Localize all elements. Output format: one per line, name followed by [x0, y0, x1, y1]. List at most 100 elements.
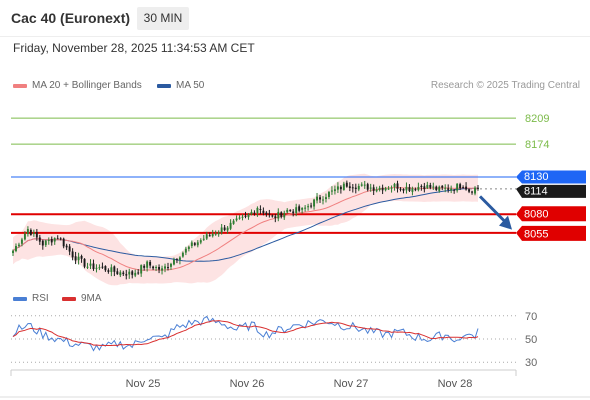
candle-body: [453, 189, 456, 191]
candle-body: [235, 218, 238, 221]
candle-body: [265, 212, 268, 215]
candle-body: [134, 272, 137, 276]
candle-body: [414, 189, 417, 191]
candle-body: [77, 256, 80, 261]
candle-body: [247, 214, 250, 218]
candle-body: [80, 255, 83, 259]
candle-body: [158, 266, 161, 270]
candle-body: [122, 272, 125, 275]
projection-arrow-shaft: [478, 195, 508, 224]
legend-ma50: MA 50: [157, 80, 204, 91]
price-level-label-8055: 8055: [524, 228, 548, 240]
instrument-title: Cac 40 (Euronext): [11, 10, 131, 26]
candle-body: [152, 266, 155, 269]
candle-body: [59, 238, 62, 240]
candle-body: [202, 238, 205, 240]
credit-text: Research © 2025 Trading Central: [430, 80, 580, 91]
candle-body: [366, 184, 369, 190]
candle-body: [262, 210, 265, 214]
candle-body: [310, 205, 313, 207]
candle-body: [140, 265, 143, 274]
candle-body: [250, 211, 253, 215]
candle-body: [325, 197, 327, 200]
timeframe-badge[interactable]: 30 MIN: [137, 7, 189, 30]
candle-body: [196, 242, 199, 246]
candle-body: [426, 184, 429, 189]
x-tick-label: Nov 27: [334, 378, 369, 390]
candle-body: [307, 206, 310, 208]
candle-body: [348, 186, 351, 188]
candle-body: [113, 266, 116, 272]
candle-body: [125, 274, 128, 276]
candle-body: [44, 240, 47, 246]
candle-body: [101, 266, 104, 268]
candle-body: [131, 271, 134, 275]
candle-body: [238, 217, 241, 219]
candle-body: [214, 233, 217, 235]
candle-body: [304, 207, 307, 209]
candle-body: [95, 267, 98, 269]
candle-body: [351, 187, 354, 189]
candle-body: [181, 252, 184, 257]
candle-body: [286, 209, 289, 213]
candle-body: [316, 196, 319, 201]
candle-body: [330, 190, 333, 192]
candle-body: [119, 272, 122, 276]
legend-ma20-label: MA 20 + Bollinger Bands: [32, 80, 142, 91]
candle-body: [474, 187, 476, 194]
candle-body: [226, 227, 229, 231]
candle-body: [23, 233, 26, 240]
candle-body: [292, 211, 295, 214]
candle-body: [441, 185, 444, 188]
candle-body: [175, 259, 178, 261]
candle-body: [232, 220, 235, 224]
candle-body: [396, 183, 399, 189]
rsi-level-label-70: 70: [525, 311, 537, 323]
ma50-line: [12, 187, 479, 262]
rsi-9ma-line: [12, 320, 479, 347]
candle-body: [217, 232, 220, 235]
candle-body: [301, 207, 304, 210]
candle-body: [62, 238, 65, 247]
price-level-label-8114: 8114: [524, 185, 548, 197]
price-level-label-8174: 8174: [525, 139, 549, 151]
candle-body: [327, 191, 330, 197]
candle-body: [190, 242, 193, 247]
candle-body: [283, 212, 286, 218]
candle-body: [74, 256, 77, 261]
candle-body: [369, 187, 372, 189]
candle-body: [20, 239, 23, 244]
rsi-swatch: [13, 296, 27, 301]
price-tag-8080: [516, 206, 586, 222]
candle-body: [459, 184, 462, 189]
price-tag-8055: [516, 225, 586, 241]
candle-body: [378, 187, 381, 190]
candle-body: [110, 267, 113, 272]
candle-body: [155, 267, 158, 269]
candle-body: [38, 237, 41, 242]
candle-body: [211, 233, 214, 237]
candle-body: [322, 199, 324, 201]
rsi-level-label-50: 50: [525, 334, 537, 346]
ma20-swatch: [13, 83, 27, 88]
legend-rsi: RSI: [13, 293, 49, 304]
candle-body: [35, 232, 38, 238]
legend-ma50-label: MA 50: [176, 80, 205, 91]
candle-body: [146, 261, 149, 268]
candle-body: [381, 187, 384, 191]
candle-body: [465, 186, 468, 190]
candle-body: [26, 229, 29, 234]
candle-body: [137, 272, 140, 274]
candle-body: [244, 215, 247, 217]
candle-body: [98, 267, 101, 269]
candle-body: [393, 183, 396, 187]
legend-ma20: MA 20 + Bollinger Bands: [13, 80, 142, 91]
legend-9ma-label: 9MA: [81, 293, 102, 304]
candle-body: [83, 258, 86, 267]
candle-body: [178, 257, 181, 260]
candle-body: [128, 271, 131, 275]
candle-body: [289, 209, 292, 211]
candle-body: [274, 216, 277, 219]
candle-body: [41, 240, 44, 246]
